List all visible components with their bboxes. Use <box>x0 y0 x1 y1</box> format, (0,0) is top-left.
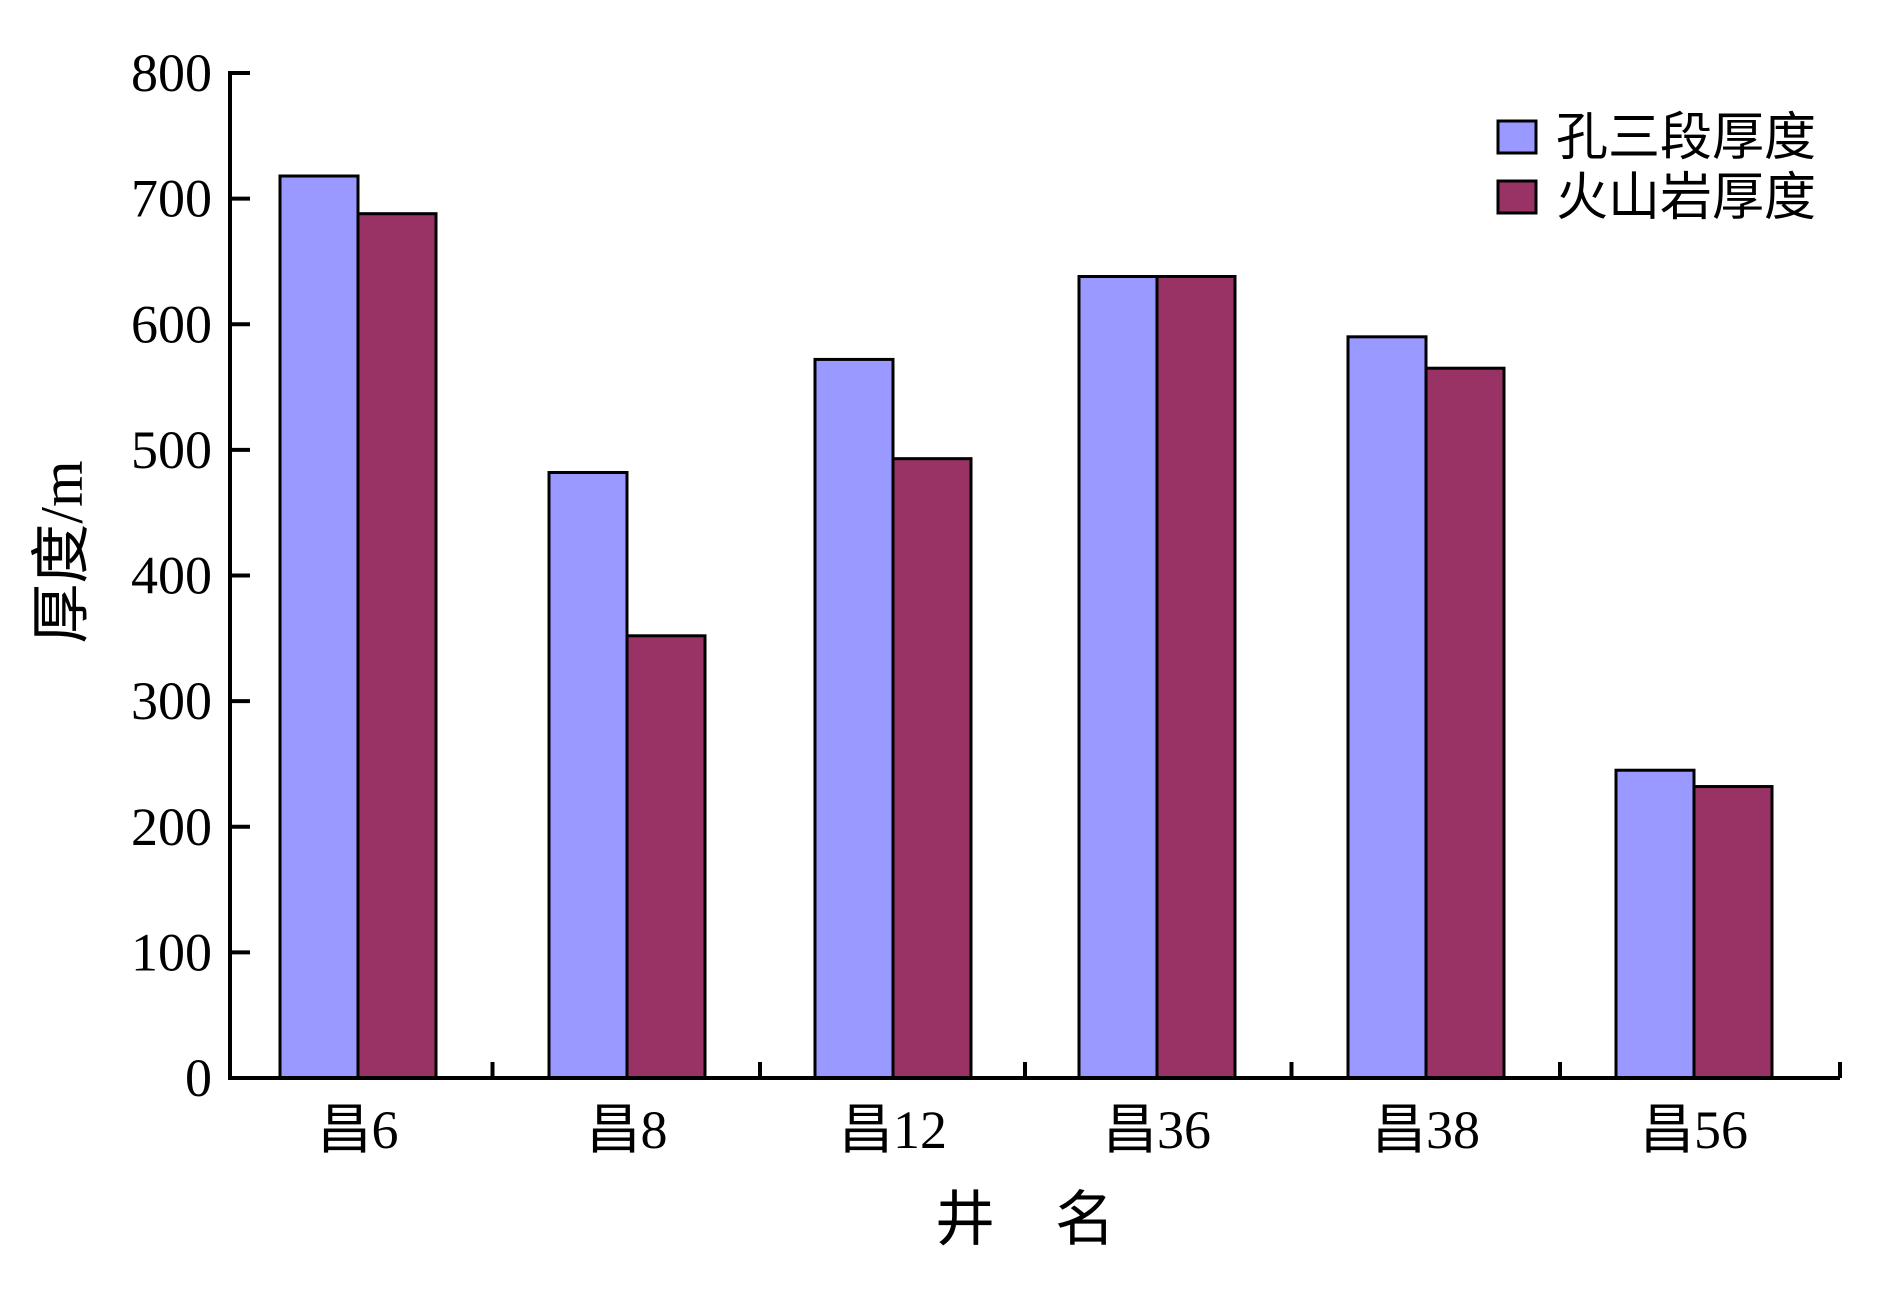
legend-swatch <box>1496 119 1538 155</box>
y-tick-label: 500 <box>131 420 212 480</box>
bar-昌6-孔三段厚度 <box>278 174 360 1080</box>
bar-昌56-孔三段厚度 <box>1614 768 1696 1080</box>
y-tick-label: 100 <box>131 922 212 982</box>
bar-昌38-火山岩厚度 <box>1424 366 1506 1080</box>
y-tick-label: 300 <box>131 671 212 731</box>
bar-昌12-火山岩厚度 <box>891 457 973 1080</box>
x-tick-label: 昌8 <box>587 1100 668 1160</box>
x-tick-label: 昌6 <box>318 1100 399 1160</box>
y-tick-label: 800 <box>131 43 212 103</box>
bar-昌56-火山岩厚度 <box>1692 785 1774 1080</box>
legend-label: 火山岩厚度 <box>1556 170 1816 227</box>
x-tick-label: 昌56 <box>1640 1100 1748 1160</box>
x-tick-labels: 昌6 昌8 昌12 昌36 昌38 昌56 <box>318 1100 1749 1160</box>
y-tick-label: 200 <box>131 797 212 857</box>
y-tick-label: 0 <box>185 1048 212 1108</box>
x-ticks-group <box>490 1062 1842 1078</box>
y-axis-title: 厚度/m <box>29 460 95 643</box>
bar-昌36-火山岩厚度 <box>1155 275 1237 1080</box>
x-axis-title: 井 名 <box>935 1187 1115 1253</box>
bar-昌36-孔三段厚度 <box>1077 275 1159 1080</box>
bar-昌6-火山岩厚度 <box>356 212 438 1080</box>
x-tick-label: 昌38 <box>1372 1100 1480 1160</box>
legend-label: 孔三段厚度 <box>1556 110 1816 167</box>
bar-昌8-孔三段厚度 <box>547 470 629 1080</box>
bar-昌12-孔三段厚度 <box>813 357 895 1080</box>
y-tick-label: 700 <box>131 169 212 229</box>
y-tick-label: 400 <box>131 546 212 606</box>
y-tick-label: 600 <box>131 294 212 354</box>
y-ticks-group: 0 100 200 300 400 500 600 700 800 <box>131 43 250 1108</box>
x-tick-label: 昌36 <box>1103 1100 1211 1160</box>
bars-group <box>278 174 1774 1080</box>
bar-昌8-火山岩厚度 <box>625 634 707 1080</box>
x-tick-label: 昌12 <box>839 1100 947 1160</box>
bar-昌38-孔三段厚度 <box>1346 335 1428 1080</box>
legend-swatch <box>1496 179 1538 215</box>
